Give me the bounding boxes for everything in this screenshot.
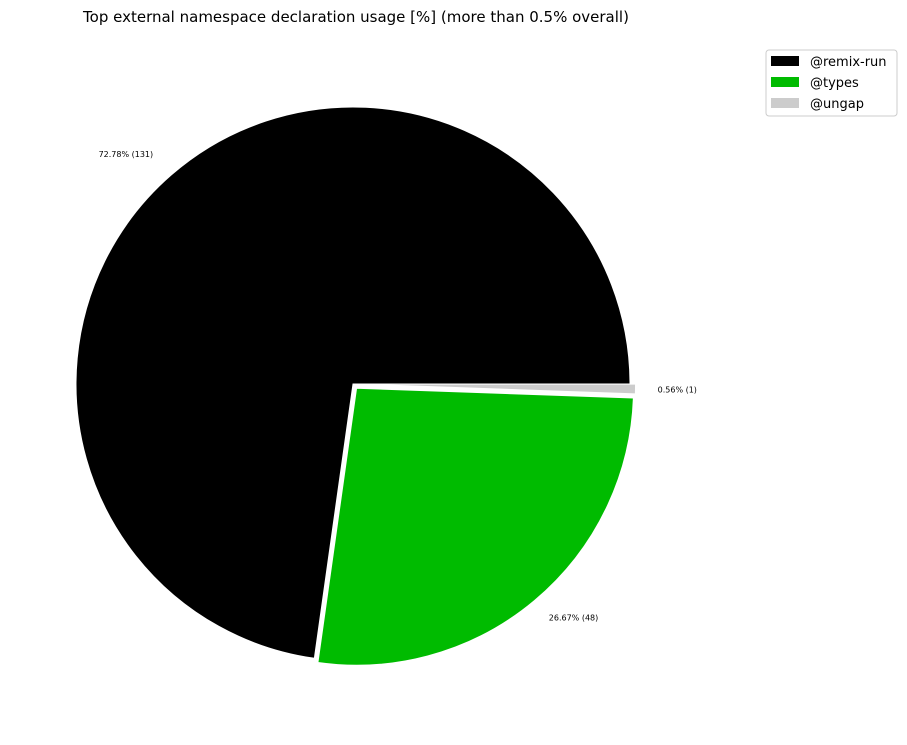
- pie-slice-remix-run: [75, 106, 631, 659]
- pie-slice-ungap: [358, 383, 637, 395]
- legend-label-ungap: @ungap: [810, 97, 864, 112]
- legend-swatch-types: [771, 77, 799, 87]
- legend-swatch-remix-run: [771, 56, 799, 66]
- pie-labels: 72.78% (131) 26.67% (48) 0.56% (1): [99, 150, 697, 622]
- chart-title: Top external namespace declaration usage…: [82, 8, 629, 26]
- slice-label-remix-run: 72.78% (131): [99, 150, 154, 159]
- slice-label-ungap: 0.56% (1): [658, 385, 697, 394]
- legend-label-types: @types: [810, 76, 859, 91]
- pie-slice-types: [317, 387, 634, 666]
- legend-swatch-ungap: [771, 98, 799, 108]
- pie-slices: [75, 106, 637, 666]
- legend: @remix-run @types @ungap: [765, 49, 898, 117]
- legend-label-remix-run: @remix-run: [810, 55, 887, 70]
- slice-label-types: 26.67% (48): [549, 613, 598, 622]
